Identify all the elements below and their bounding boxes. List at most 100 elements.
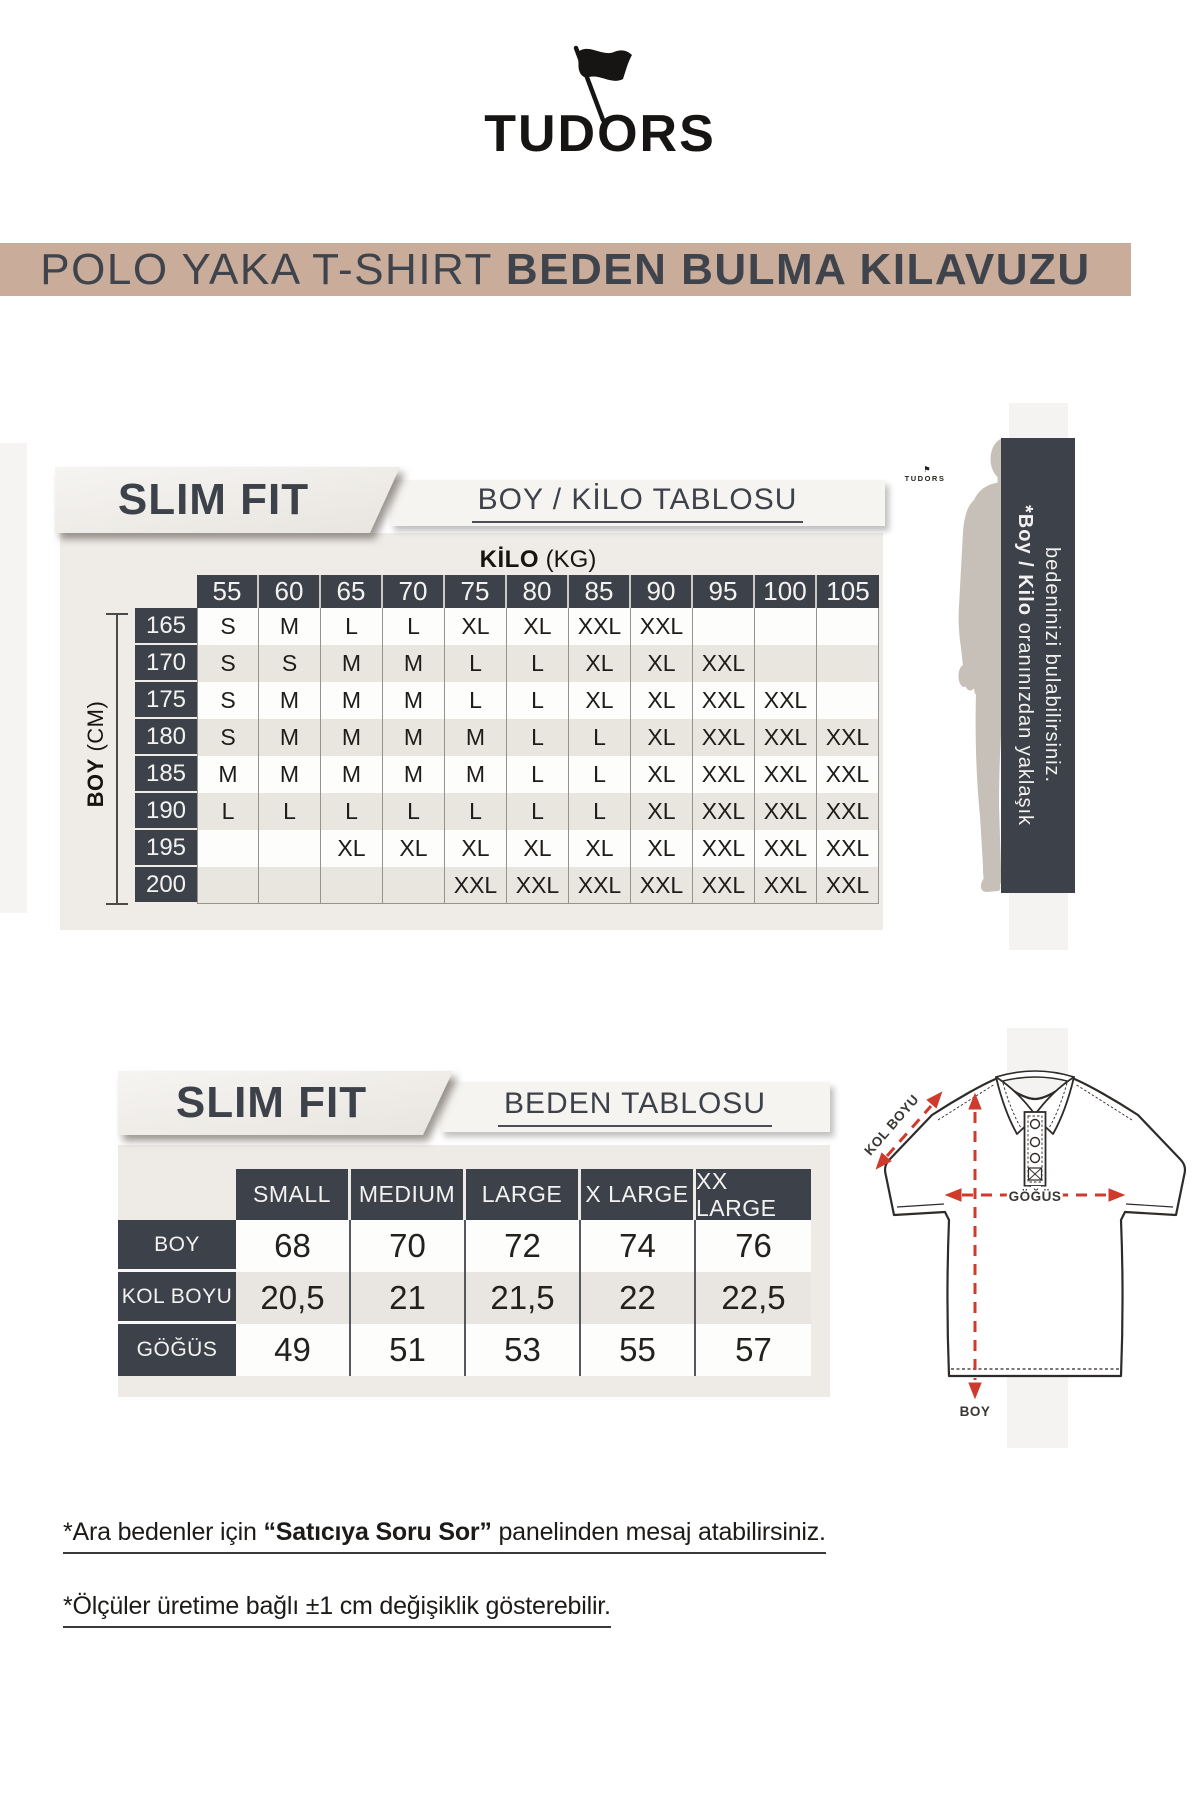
title-banner: POLO YAKA T-SHIRT BEDEN BULMA KILAVUZU [0,243,1131,296]
brand-logo: TUDORS [484,105,716,163]
size-value-cell: XXL [631,608,693,645]
kilo-axis-label: KİLO (KG) [479,546,597,573]
weight-header-cell: 80 [507,575,569,608]
weight-header-cell: 95 [693,575,755,608]
size-value-cell [755,645,817,682]
size-value-cell: XXL [507,867,569,904]
size-value-cell: XL [507,608,569,645]
size-value-cell: XXL [755,793,817,830]
size-value-cell: XL [631,793,693,830]
size-value-cell: XL [321,830,383,867]
side-note-text: *Boy / Kilo oranınızdan yaklaşık bedenin… [1014,504,1063,826]
size-value-cell: XXL [693,756,755,793]
size-value-cell [817,645,879,682]
size-value-cell: M [383,682,445,719]
height-header-cell: 170 [135,645,197,682]
size-value-cell: XL [569,682,631,719]
weight-header-cell: 55 [197,575,259,608]
measure-value-cell: 51 [351,1324,466,1376]
size-value-cell: XL [631,682,693,719]
slim-fit-ribbon-2: SLIM FIT [118,1071,453,1135]
size-value-cell: XXL [817,793,879,830]
size-value-cell: L [507,645,569,682]
size-value-cell: L [445,682,507,719]
weight-header-cell: 60 [259,575,321,608]
size-value-cell: XXL [755,682,817,719]
size-value-cell: XL [569,830,631,867]
size-value-cell [197,867,259,904]
size-value-cell: M [321,756,383,793]
size-value-cell: L [259,793,321,830]
measure-value-cell: 21 [351,1272,466,1324]
size-value-cell: XL [569,645,631,682]
size-value-cell: M [321,645,383,682]
size-value-cell: XL [507,830,569,867]
size-value-cell: XXL [693,793,755,830]
banner-text: POLO YAKA T-SHIRT BEDEN BULMA KILAVUZU [40,245,1090,295]
note-ask-seller: *Ara bedenler için “Satıcıya Soru Sor” p… [63,1518,826,1554]
measure-value-cell: 57 [696,1324,811,1376]
size-value-cell: M [321,719,383,756]
height-bracket-cap-top [106,613,128,615]
size-header-cell: XX LARGE [696,1168,811,1221]
left-gray-strip [0,443,27,913]
weight-header-cell: 70 [383,575,445,608]
measure-value-cell: 49 [236,1324,351,1376]
height-header-cell: 190 [135,793,197,830]
size-table-title: BEDEN TABLOSU [498,1087,772,1127]
size-value-cell: S [197,645,259,682]
size-value-cell [693,608,755,645]
size-value-cell: XXL [693,645,755,682]
measure-header-cell: KOL BOYU [118,1272,236,1324]
mini-flag-icon: ⚑ [923,465,931,474]
size-value-cell: M [445,719,507,756]
size-value-cell: L [507,756,569,793]
brand-flag-icon [573,45,632,123]
size-value-cell: M [197,756,259,793]
slim-fit-label-2: SLIM FIT [175,1078,368,1127]
size-value-cell: XXL [445,867,507,904]
size-measure-grid: SMALL MEDIUM LARGE X LARGE XX LARGE BOY 68 70 72… [118,1168,811,1376]
height-header-cell: 175 [135,682,197,719]
size-value-cell: M [383,756,445,793]
measure-value-cell: 70 [351,1220,466,1272]
side-note-bar: *Boy / Kilo oranınızdan yaklaşık bedenin… [1001,438,1075,893]
weight-header-cell: 85 [569,575,631,608]
size-value-cell [259,830,321,867]
size-value-cell: L [197,793,259,830]
measure-value-cell: 22 [581,1272,696,1324]
size-value-cell: XL [445,830,507,867]
grid1-corner [135,575,197,608]
size-value-cell: S [197,608,259,645]
size-value-cell: L [569,756,631,793]
height-header-cell: 180 [135,719,197,756]
height-header-cell: 165 [135,608,197,645]
length-label: BOY [960,1404,991,1419]
size-value-cell: M [259,719,321,756]
measure-value-cell: 72 [466,1220,581,1272]
mini-brand-logo: ⚑ TUDORS [903,465,947,484]
banner-regular: POLO YAKA T-SHIRT [40,244,506,294]
size-value-cell: L [569,793,631,830]
size-value-cell: S [259,645,321,682]
size-value-cell: L [321,793,383,830]
measure-value-cell: 22,5 [696,1272,811,1324]
size-value-cell: XL [383,830,445,867]
weight-header-cell: 90 [631,575,693,608]
size-value-cell: L [383,608,445,645]
height-header-cell: 195 [135,830,197,867]
banner-bold: BEDEN BULMA KILAVUZU [505,244,1091,294]
size-table-titlebar: BEDEN TABLOSU [440,1082,830,1132]
size-value-cell: XL [631,645,693,682]
size-value-cell [259,867,321,904]
measure-value-cell: 20,5 [236,1272,351,1324]
chest-label: GÖĞÜS [1009,1189,1062,1204]
size-value-cell: XXL [693,682,755,719]
size-header-cell: LARGE [466,1169,581,1220]
size-value-cell: S [197,682,259,719]
measure-value-cell: 68 [236,1220,351,1272]
size-value-cell: L [445,645,507,682]
size-value-cell: XXL [755,719,817,756]
polo-shirt-diagram: KOL BOYU GÖĞÜS BOY [861,1070,1187,1419]
